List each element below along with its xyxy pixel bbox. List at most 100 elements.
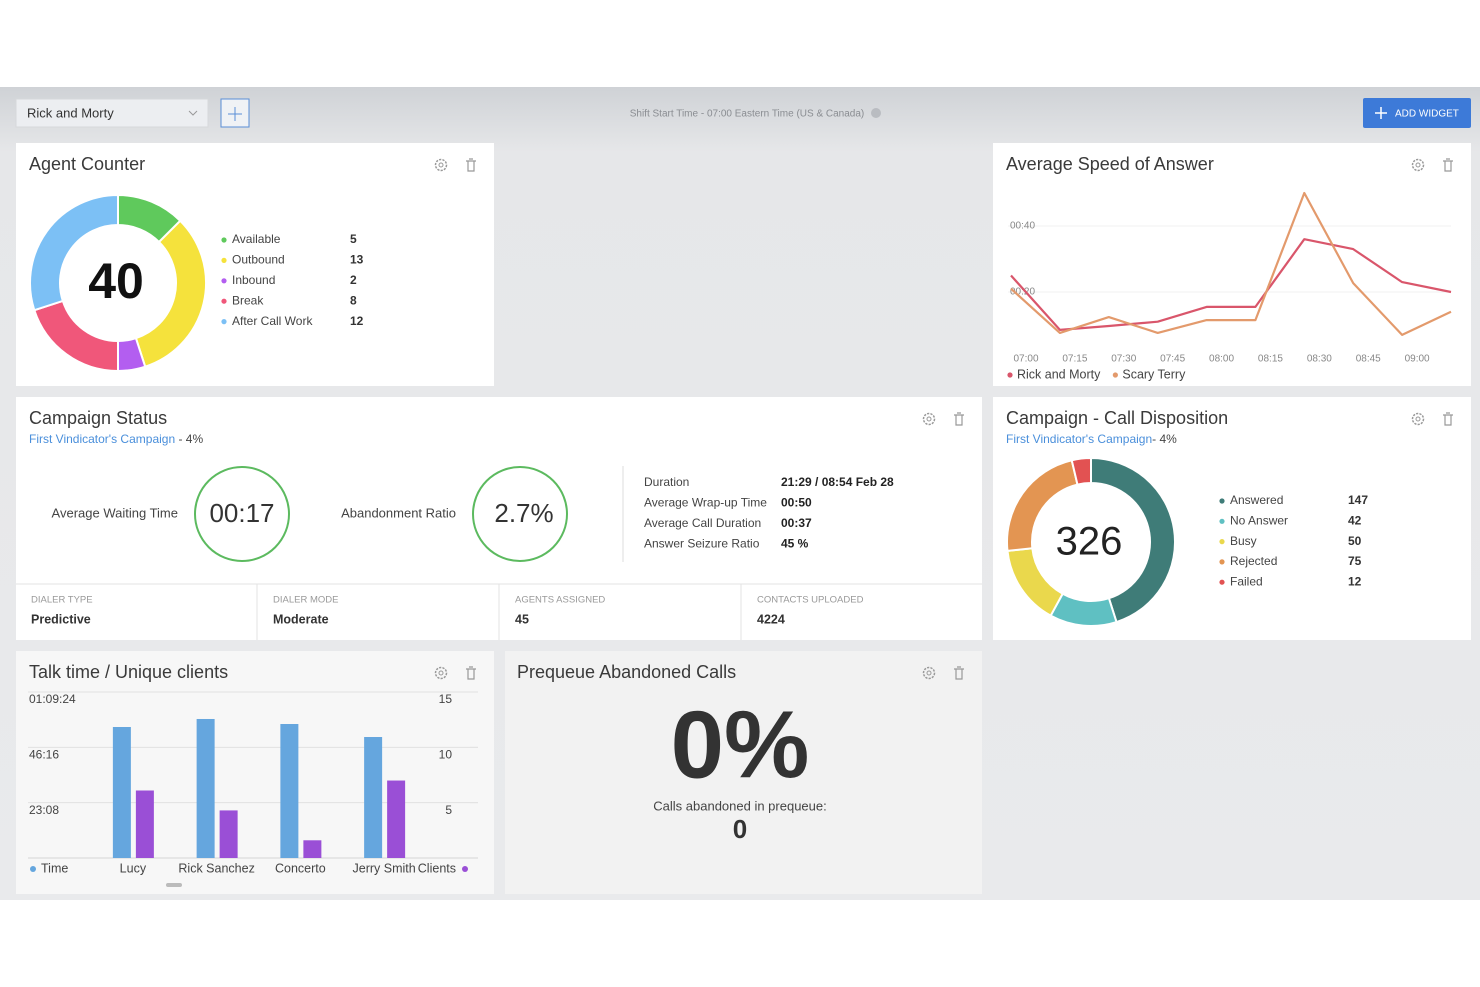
detail-value: 00:50	[781, 496, 812, 510]
plus-icon	[228, 107, 242, 121]
footer-value: Moderate	[273, 612, 329, 626]
delete-icon[interactable]	[466, 158, 476, 172]
legend-value: 2	[350, 273, 357, 287]
legend-label: Clients	[418, 861, 456, 875]
delete-icon[interactable]	[1443, 158, 1453, 172]
campaign-percent: - 4%	[175, 432, 203, 446]
legend-label: Inbound	[232, 273, 275, 287]
add-widget-text: ADD WIDGET	[1395, 109, 1459, 120]
campaign-link[interactable]: First Vindicator's Campaign	[29, 432, 175, 446]
legend-dot	[1112, 372, 1118, 378]
legend-value: 5	[350, 232, 357, 246]
legend-label: Available	[232, 232, 281, 246]
bar	[387, 780, 406, 858]
legend-dot	[1007, 372, 1013, 378]
card-title: Campaign - Call Disposition	[1006, 408, 1228, 428]
y-tick-label: 01:09:24	[29, 692, 76, 706]
plus-icon	[1375, 107, 1387, 119]
selector[interactable]	[15, 98, 209, 128]
legend-value: 147	[1348, 493, 1368, 507]
legend-dot	[1219, 518, 1225, 524]
legend-dot	[1219, 539, 1225, 545]
legend-dot	[1219, 498, 1225, 504]
donut-total: 326	[1056, 520, 1123, 564]
bar	[364, 737, 383, 858]
series-line	[1010, 238, 1452, 331]
footer-label: CONTACTS UPLOADED	[757, 595, 864, 606]
x-tick-label: Concerto	[275, 861, 326, 875]
detail-label: Average Call Duration	[644, 516, 761, 530]
y2-tick-label: 15	[439, 692, 453, 706]
settings-icon[interactable]	[434, 158, 448, 172]
card-title: Agent Counter	[29, 154, 145, 174]
delete-icon[interactable]	[1443, 412, 1453, 426]
card-title: Campaign Status	[29, 408, 167, 428]
subtitle: First Vindicator's Campaign - 4%	[29, 432, 203, 446]
settings-icon[interactable]	[922, 666, 936, 680]
selector-text: Rick and Morty	[27, 105, 114, 120]
chevron	[188, 110, 198, 116]
legend-value: 12	[350, 314, 364, 328]
legend-label: Break	[232, 293, 264, 307]
card-title: Talk time / Unique clients	[29, 662, 228, 682]
settings-icon[interactable]	[1411, 412, 1425, 426]
legend-value: 12	[1348, 574, 1362, 588]
legend-value: 50	[1348, 534, 1362, 548]
prequeue-caption: Calls abandoned in prequeue:	[653, 798, 826, 813]
info-icon[interactable]	[871, 108, 881, 118]
legend-value: 42	[1348, 513, 1362, 527]
add-widget-button[interactable]	[1363, 98, 1471, 128]
y-tick-label: 00:40	[1010, 221, 1035, 232]
x-tick-label: 08:30	[1307, 354, 1332, 365]
settings-icon-core	[438, 670, 444, 676]
bar	[196, 718, 215, 858]
settings-icon-core	[438, 162, 444, 168]
settings-icon-core	[926, 670, 932, 676]
subtitle: First Vindicator's Campaign- 4%	[1006, 432, 1177, 446]
settings-icon[interactable]	[1411, 158, 1425, 172]
delete-icon[interactable]	[466, 666, 476, 680]
detail-label: Duration	[644, 475, 689, 489]
card-title: Prequeue Abandoned Calls	[517, 662, 736, 682]
legend-dot	[462, 866, 468, 872]
bar	[112, 727, 131, 858]
metric-label: Abandonment Ratio	[341, 505, 456, 520]
detail-value: 21:29 / 08:54 Feb 28	[781, 475, 894, 489]
settings-icon-core	[1415, 416, 1421, 422]
legend-label: Outbound	[232, 253, 285, 267]
x-tick-label: 08:45	[1356, 354, 1381, 365]
legend-label: Time	[41, 861, 68, 875]
donut-total: 40	[88, 253, 144, 309]
y-tick-label: 00:20	[1010, 287, 1035, 298]
x-tick-label: 09:00	[1405, 354, 1430, 365]
settings-icon[interactable]	[922, 412, 936, 426]
legend-label: Failed	[1230, 574, 1263, 588]
footer-value: Predictive	[31, 612, 91, 626]
footer-label: DIALER TYPE	[31, 595, 93, 606]
legend-dot	[221, 237, 227, 243]
y-tick-label: 46:16	[29, 748, 59, 762]
x-tick-label: Jerry Smith	[353, 861, 416, 875]
shift-info: Shift Start Time - 07:00 Eastern Time (U…	[630, 109, 865, 120]
bar	[219, 810, 238, 858]
campaign-link[interactable]: First Vindicator's Campaign	[1006, 432, 1152, 446]
bar	[135, 790, 154, 858]
scroll-handle[interactable]	[166, 883, 182, 887]
x-tick-label: 07:15	[1062, 354, 1087, 365]
legend-dot	[1219, 579, 1225, 585]
campaign-percent: - 4%	[1152, 432, 1177, 446]
legend-value: 8	[350, 293, 357, 307]
delete-icon[interactable]	[954, 666, 964, 680]
legend-value: 75	[1348, 554, 1362, 568]
metric-ring	[194, 466, 290, 562]
legend-dot	[221, 319, 227, 325]
prequeue-count: 0	[733, 814, 747, 844]
settings-icon[interactable]	[434, 666, 448, 680]
legend-label: Rejected	[1230, 554, 1277, 568]
legend-label: Scary Terry	[1122, 367, 1186, 381]
legend-label: Rick and Morty	[1017, 367, 1101, 381]
legend-label: No Answer	[1230, 513, 1288, 527]
delete-icon[interactable]	[954, 412, 964, 426]
